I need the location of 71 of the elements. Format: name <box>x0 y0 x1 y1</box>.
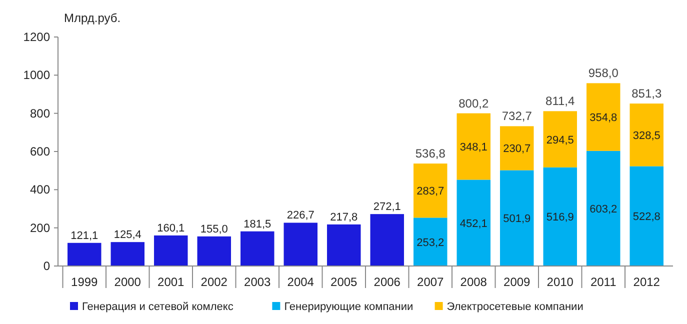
data-label: 522,8 <box>632 211 660 224</box>
data-label: 452,1 <box>460 218 488 230</box>
data-label: 603,2 <box>590 203 618 216</box>
data-label: 516,9 <box>546 212 574 224</box>
legend-label: Генерация и сетевой комлекс <box>82 301 234 313</box>
y-tick-label: 600 <box>30 144 50 158</box>
bar <box>68 242 102 266</box>
data-label: 328,5 <box>632 130 660 142</box>
data-label: 253,2 <box>416 236 444 249</box>
data-label: 348,1 <box>460 142 488 154</box>
total-label: 851,3 <box>632 86 662 101</box>
bar <box>630 166 664 266</box>
bar <box>414 218 448 266</box>
data-label: 181,5 <box>244 218 272 230</box>
x-tick-label: 2010 <box>546 275 574 289</box>
x-tick-label: 2005 <box>330 275 358 289</box>
legend-label: Генерирующие компании <box>284 301 414 313</box>
x-tick-label: 2002 <box>200 275 228 289</box>
legend-label: Электросетевые компании <box>446 301 584 313</box>
total-label: 800,2 <box>458 96 489 110</box>
x-tick-label: 2001 <box>158 275 185 289</box>
x-tick-label: 2007 <box>417 275 444 289</box>
bar <box>630 104 664 166</box>
data-label: 155,0 <box>200 223 228 236</box>
total-label: 958,0 <box>588 66 619 80</box>
x-tick-label: 2008 <box>460 275 488 289</box>
x-tick-label: 2000 <box>114 275 142 289</box>
data-label: 272,1 <box>373 201 401 214</box>
bar <box>586 83 620 151</box>
bar <box>240 231 274 266</box>
data-label: 283,7 <box>416 186 444 198</box>
y-tick-label: 200 <box>30 220 50 235</box>
data-label: 160,1 <box>157 222 185 234</box>
bar <box>327 224 361 266</box>
x-tick-label: 2011 <box>590 275 617 289</box>
data-label: 354,8 <box>590 112 618 124</box>
bar <box>500 170 534 266</box>
x-tick-label: 1999 <box>71 275 98 289</box>
data-label: 501,9 <box>503 213 531 226</box>
y-tick-label: 1000 <box>23 68 50 82</box>
data-label: 217,8 <box>330 211 358 224</box>
total-label: 536,8 <box>415 146 446 161</box>
bar <box>284 222 318 266</box>
x-tick-label: 2003 <box>244 275 272 289</box>
bar <box>456 180 490 266</box>
bar <box>543 167 577 266</box>
total-label: 732,7 <box>502 109 532 124</box>
x-tick-label: 2006 <box>374 275 401 289</box>
data-label: 121,1 <box>70 230 98 242</box>
y-axis-title: Млрд.руб. <box>64 11 121 25</box>
bar <box>500 126 534 170</box>
bar <box>586 150 620 266</box>
data-label: 226,7 <box>286 210 314 222</box>
data-label: 230,7 <box>503 143 531 156</box>
x-tick-label: 2012 <box>633 275 660 289</box>
total-label: 811,4 <box>546 94 576 108</box>
data-label: 294,5 <box>546 134 574 146</box>
bar <box>456 113 490 180</box>
bar <box>110 242 144 266</box>
x-tick-label: 2009 <box>504 275 531 289</box>
bar <box>370 214 404 266</box>
x-tick-label: 2004 <box>287 275 314 289</box>
data-label: 125,4 <box>114 229 142 242</box>
bar <box>414 164 448 218</box>
y-tick-label: 800 <box>30 106 50 120</box>
y-tick-label: 1200 <box>23 30 50 44</box>
y-tick-label: 0 <box>43 259 50 273</box>
bar <box>197 236 231 266</box>
y-tick-label: 400 <box>30 182 50 197</box>
bar <box>543 111 577 168</box>
bar <box>154 235 188 266</box>
